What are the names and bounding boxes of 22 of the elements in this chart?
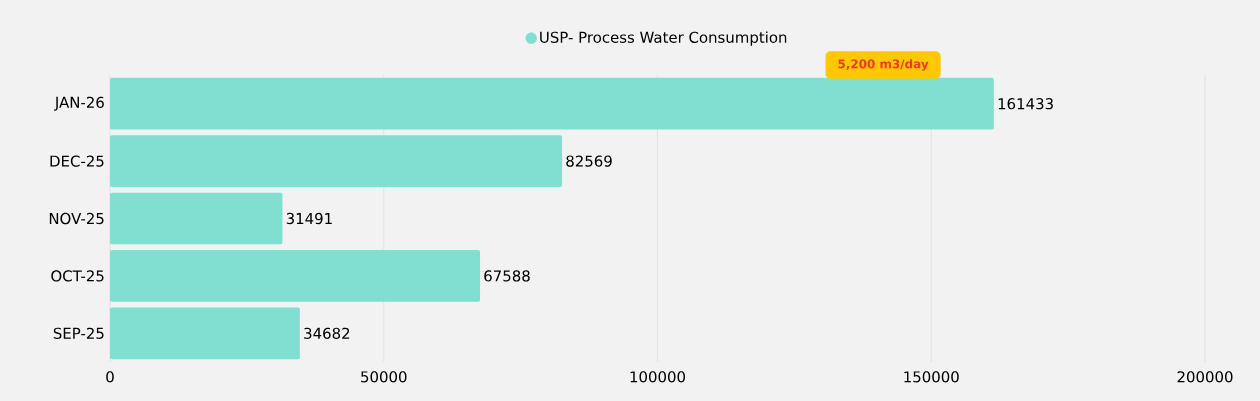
x-tick-label: 50000 bbox=[361, 371, 407, 383]
y-tick-label: DEC-25 bbox=[50, 155, 104, 167]
x-tick-label: 150000 bbox=[904, 371, 959, 383]
bar bbox=[110, 135, 563, 187]
data-label: 34682 bbox=[304, 327, 350, 339]
data-label: 67588 bbox=[484, 270, 530, 282]
y-tick-label: OCT-25 bbox=[51, 270, 104, 282]
x-tick-label: 100000 bbox=[630, 371, 686, 383]
bar bbox=[110, 77, 994, 130]
text: 5,200 m3/day bbox=[838, 59, 929, 71]
bar bbox=[110, 192, 283, 245]
data-label: 161433 bbox=[998, 98, 1053, 110]
bar bbox=[110, 250, 481, 302]
data-label: 82569 bbox=[566, 155, 612, 167]
bar bbox=[110, 307, 300, 360]
legend-label: USP- Process Water Consumption bbox=[540, 31, 787, 46]
x-tick-label: 200000 bbox=[1177, 371, 1233, 383]
y-tick-label: NOV-25 bbox=[49, 212, 104, 225]
x-tick-label: 0 bbox=[106, 371, 114, 383]
y-tick-label: JAN-26 bbox=[54, 96, 104, 111]
data-label: 31491 bbox=[286, 212, 332, 225]
y-tick-label: SEP-25 bbox=[53, 327, 104, 339]
